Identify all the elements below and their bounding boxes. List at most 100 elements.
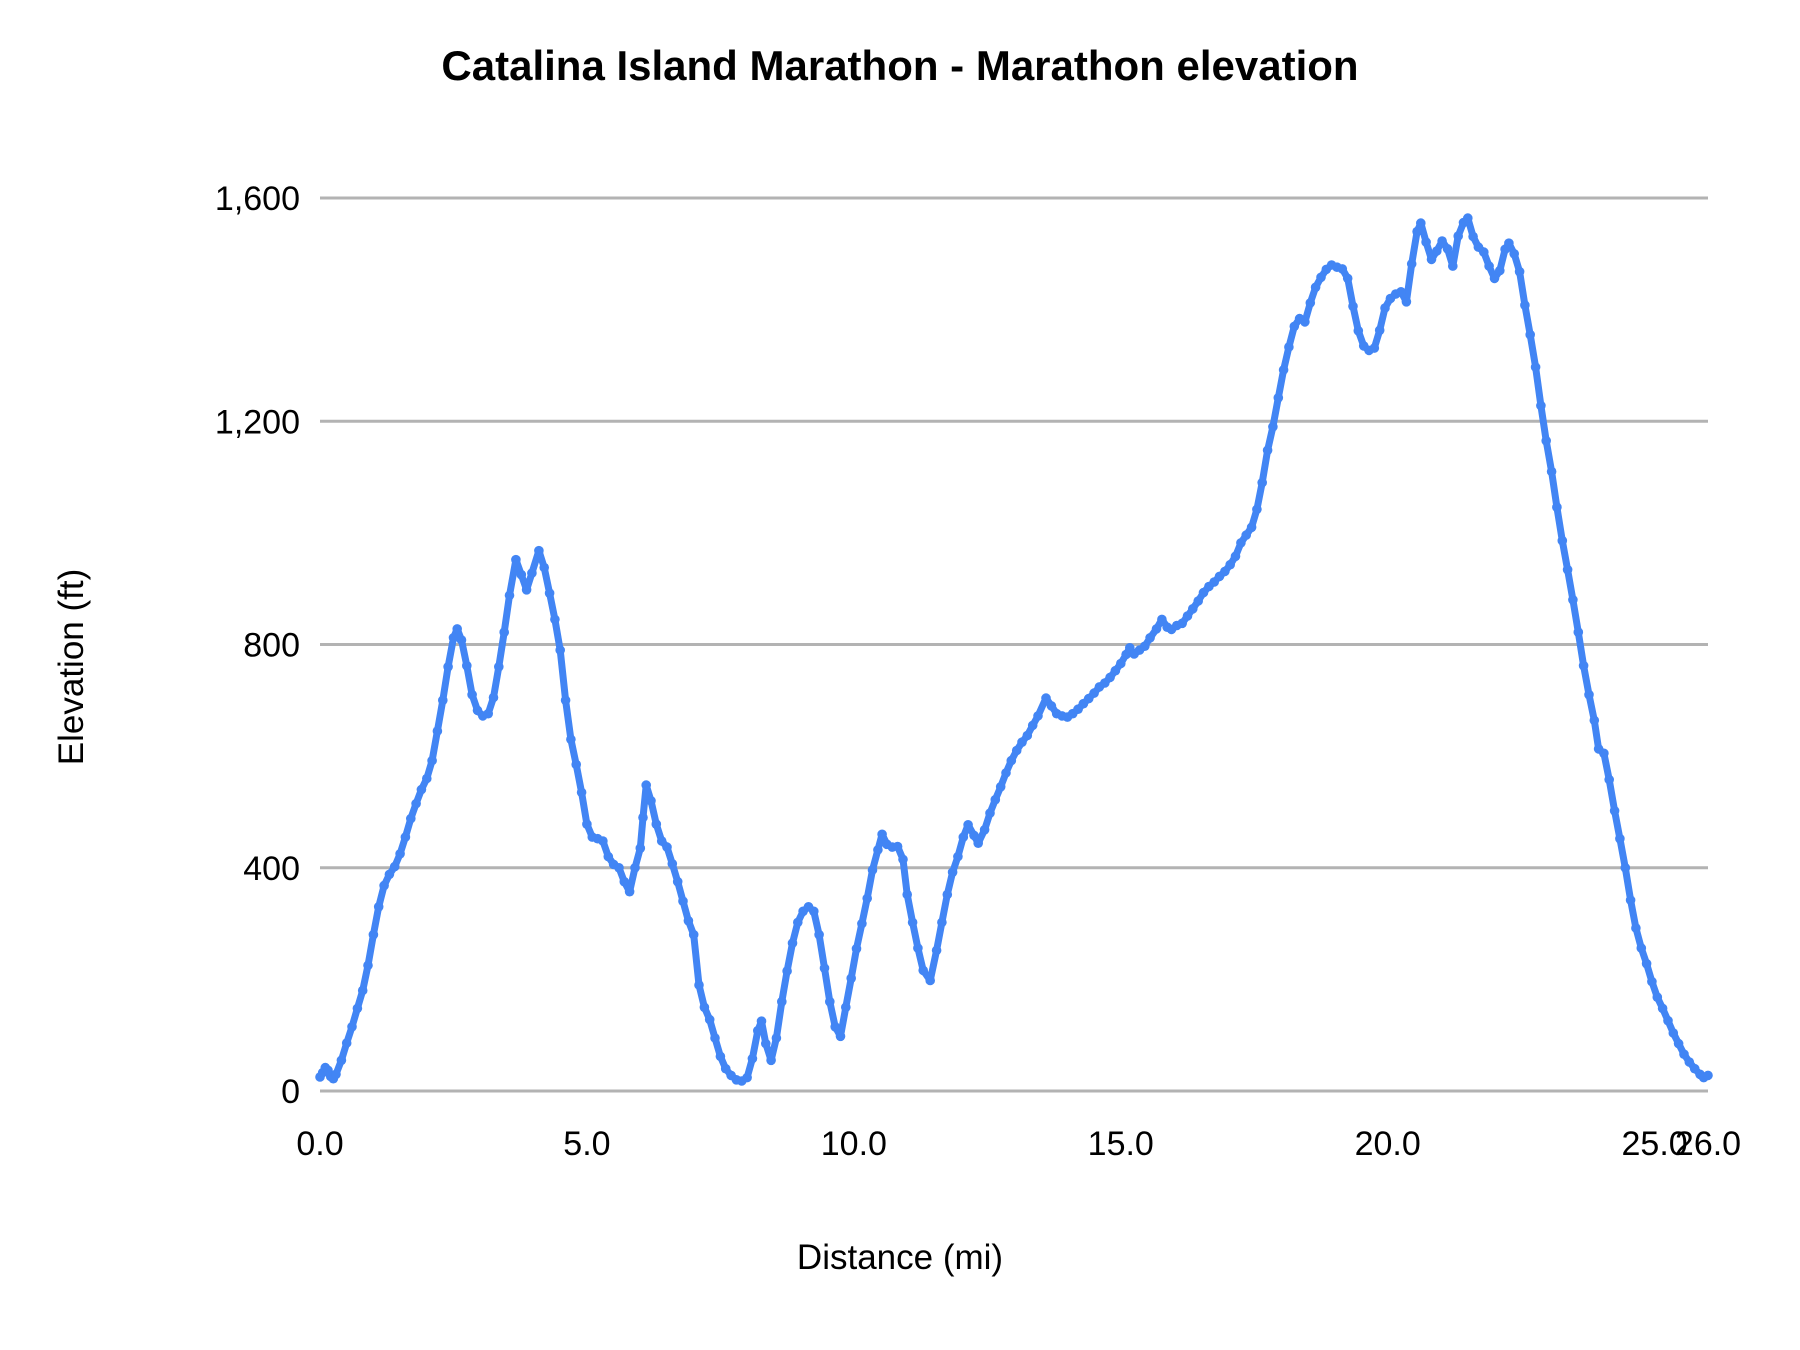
data-point bbox=[1495, 265, 1505, 276]
data-point bbox=[406, 813, 416, 824]
data-point bbox=[1110, 665, 1121, 676]
data-point bbox=[1546, 466, 1557, 477]
data-point bbox=[1348, 301, 1358, 312]
data-point bbox=[1151, 624, 1162, 634]
data-point bbox=[1022, 730, 1033, 741]
data-point bbox=[1241, 530, 1251, 540]
data-point bbox=[1157, 614, 1167, 625]
data-point bbox=[1631, 923, 1641, 933]
data-point bbox=[379, 880, 389, 891]
data-point bbox=[1530, 362, 1541, 372]
data-point bbox=[1468, 231, 1478, 242]
data-point bbox=[809, 906, 819, 917]
data-point bbox=[1416, 218, 1426, 228]
data-point bbox=[742, 1072, 752, 1083]
data-point bbox=[1615, 833, 1625, 844]
data-point bbox=[1504, 238, 1514, 248]
data-point bbox=[756, 1016, 767, 1026]
data-point bbox=[1609, 806, 1620, 816]
data-point bbox=[1426, 254, 1437, 265]
data-point bbox=[368, 929, 379, 940]
gridline-y-400 bbox=[320, 866, 1708, 870]
data-point bbox=[979, 825, 990, 835]
data-point bbox=[953, 851, 963, 862]
y-tick-label-0: 0 bbox=[281, 1073, 300, 1111]
data-point bbox=[688, 929, 699, 940]
data-point bbox=[566, 734, 576, 745]
gridline-y-800 bbox=[320, 643, 1708, 646]
data-point bbox=[516, 569, 527, 580]
data-point bbox=[1374, 325, 1385, 336]
data-point bbox=[907, 917, 918, 928]
data-point bbox=[462, 660, 472, 671]
data-point bbox=[1514, 266, 1525, 277]
x-axis-title: Distance (mi) bbox=[796, 1238, 1004, 1277]
data-point bbox=[877, 829, 887, 840]
data-point bbox=[851, 943, 862, 954]
data-point bbox=[488, 692, 499, 703]
data-point bbox=[1668, 1028, 1679, 1038]
data-point bbox=[1105, 672, 1115, 683]
data-point bbox=[1220, 566, 1230, 577]
data-point bbox=[1278, 365, 1289, 375]
data-point bbox=[777, 996, 787, 1007]
data-point bbox=[1369, 343, 1380, 353]
data-point bbox=[1401, 297, 1412, 307]
data-point bbox=[1448, 261, 1458, 271]
data-point bbox=[571, 759, 581, 770]
y-tick-label-1200: 1,200 bbox=[215, 403, 300, 441]
data-point bbox=[1380, 303, 1390, 313]
chart-title: Catalina Island Marathon - Marathon elev… bbox=[441, 42, 1359, 89]
data-point bbox=[539, 562, 549, 573]
gridline-y-1200 bbox=[320, 419, 1708, 423]
data-point bbox=[1268, 422, 1278, 432]
data-point bbox=[672, 876, 683, 887]
data-point bbox=[683, 916, 694, 926]
data-point bbox=[862, 893, 872, 904]
data-point bbox=[1412, 226, 1422, 237]
data-point bbox=[638, 812, 648, 823]
data-point bbox=[1284, 342, 1294, 352]
data-point bbox=[969, 830, 979, 841]
data-point bbox=[892, 841, 903, 852]
data-point bbox=[720, 1063, 731, 1074]
data-point bbox=[913, 943, 923, 953]
data-point bbox=[427, 755, 437, 766]
data-point bbox=[1246, 522, 1257, 533]
data-point bbox=[1033, 711, 1043, 721]
data-point bbox=[1604, 774, 1614, 785]
data-point bbox=[662, 842, 672, 852]
data-point bbox=[550, 614, 560, 625]
data-point bbox=[1027, 720, 1038, 731]
data-point bbox=[841, 1002, 851, 1013]
data-point bbox=[614, 863, 624, 873]
data-point bbox=[373, 902, 384, 912]
data-point bbox=[918, 965, 928, 976]
data-point bbox=[1353, 326, 1364, 336]
x-tick-label-10.0: 10.0 bbox=[821, 1125, 887, 1163]
data-point bbox=[1673, 1038, 1684, 1049]
data-point bbox=[1337, 264, 1348, 274]
data-point bbox=[857, 918, 867, 929]
data-point bbox=[1310, 282, 1321, 293]
y-tick-label-800: 800 bbox=[243, 627, 300, 665]
data-point bbox=[1145, 633, 1155, 643]
data-point bbox=[699, 1002, 710, 1013]
data-point bbox=[1041, 693, 1051, 703]
data-point bbox=[846, 973, 856, 984]
gridline-y-1600 bbox=[320, 196, 1708, 200]
data-point bbox=[1525, 329, 1535, 340]
data-point bbox=[432, 726, 443, 736]
data-point bbox=[1552, 502, 1562, 512]
data-point bbox=[544, 588, 555, 598]
data-point bbox=[1396, 287, 1406, 297]
data-point bbox=[438, 695, 448, 706]
data-point bbox=[898, 854, 908, 865]
data-point bbox=[1573, 627, 1584, 637]
data-point bbox=[1252, 504, 1262, 515]
data-point bbox=[416, 784, 427, 795]
data-point bbox=[389, 861, 400, 872]
data-point bbox=[1625, 895, 1636, 905]
data-point bbox=[395, 849, 405, 859]
